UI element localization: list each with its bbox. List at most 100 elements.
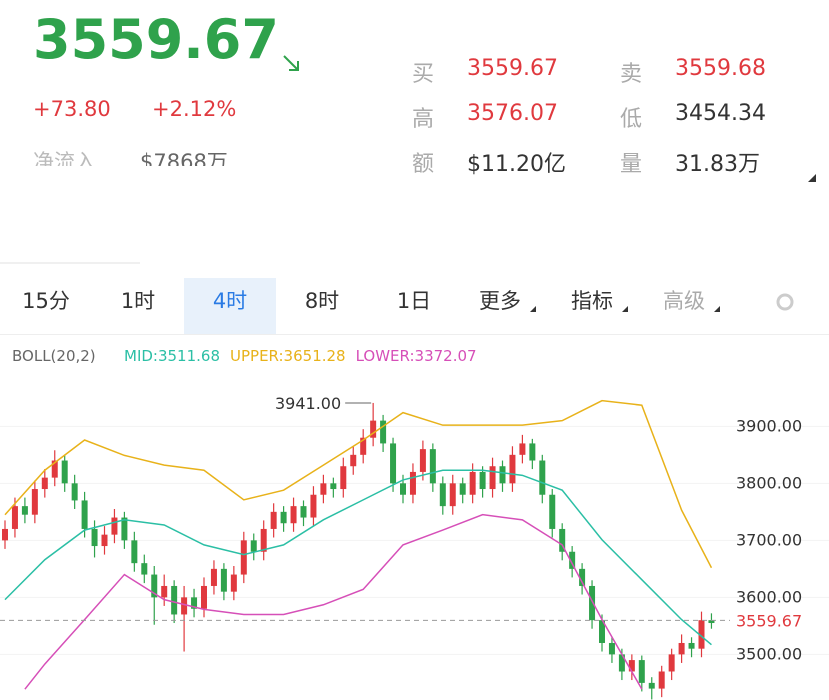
candle-body: [589, 585, 596, 621]
candle-body: [51, 460, 58, 478]
candle-body: [230, 574, 237, 592]
candle-body: [320, 483, 327, 495]
tab[interactable]: 4时: [184, 278, 276, 334]
current-price-bg: [730, 608, 829, 633]
candle-body: [2, 528, 8, 541]
candle-body: [539, 460, 546, 495]
candle-body: [81, 500, 88, 529]
tab[interactable]: 15分: [22, 289, 70, 313]
candle-body: [479, 471, 486, 490]
candle-body: [608, 642, 615, 655]
candle-body: [260, 528, 267, 552]
candle-body: [21, 506, 28, 515]
candle-body: [340, 466, 347, 490]
stat-label: 额: [412, 152, 435, 177]
candle-body: [668, 654, 675, 672]
candle-body: [240, 540, 247, 575]
y-tick-label: 3800.00: [736, 473, 802, 492]
candle-body: [499, 466, 506, 484]
candle-body: [151, 574, 158, 598]
band-line: [4, 469, 712, 646]
candle-body: [201, 585, 207, 609]
band-line: [4, 399, 713, 569]
candle-body: [111, 517, 118, 535]
current-price-label: 3559.67: [736, 611, 802, 630]
stat-value: 3559.68: [675, 56, 766, 81]
candle-body: [519, 443, 526, 455]
candle-body: [250, 540, 257, 552]
dropdown-marker: [714, 306, 720, 312]
candle-body: [509, 454, 516, 484]
candle-body: [569, 551, 576, 569]
candle-body: [678, 642, 685, 655]
price: 3559.67: [33, 8, 279, 71]
candle-body: [350, 454, 357, 467]
stat-label: 买: [412, 62, 435, 87]
candle-body: [708, 620, 715, 624]
annotation: 3941.00: [275, 394, 341, 413]
tab[interactable]: 高级: [663, 289, 705, 313]
candle-body: [618, 654, 625, 672]
candle-body: [41, 477, 48, 490]
y-tick-label: 3900.00: [736, 416, 802, 435]
change-pct: +2.12%: [152, 97, 237, 121]
y-tick-label: 3500.00: [736, 644, 802, 663]
candle-body: [489, 466, 496, 490]
settings-icon: [776, 293, 794, 311]
stat-label: 量: [620, 152, 643, 177]
candle-body: [380, 420, 387, 444]
legend-entry: UPPER:3651.28: [230, 347, 346, 365]
indicator-name: BOLL(20,2): [12, 347, 96, 365]
stat-label: 低: [620, 107, 643, 132]
candle-body: [171, 585, 178, 615]
dropdown-marker: [622, 306, 628, 312]
candle-body: [370, 420, 377, 438]
candle-body: [11, 506, 18, 529]
stat-value: 3454.34: [675, 101, 766, 126]
candle-body: [290, 506, 297, 524]
candle-body: [599, 620, 605, 643]
candle-body: [579, 568, 586, 586]
tab[interactable]: 1日: [396, 289, 432, 313]
candle-body: [688, 642, 695, 649]
candle-body: [400, 483, 406, 495]
stat-value: 3559.67: [467, 56, 558, 81]
candle-body: [191, 597, 198, 609]
candle-body: [559, 528, 566, 552]
candle-body: [449, 483, 456, 507]
candle-body: [698, 620, 705, 649]
candle-body: [390, 443, 397, 484]
tab[interactable]: 更多: [479, 289, 521, 313]
dropdown-marker: [530, 306, 536, 312]
y-tick-label: 3600.00: [736, 587, 802, 606]
candle-body: [409, 471, 416, 495]
stat-value: 31.83万: [675, 152, 760, 177]
candle-body: [459, 483, 466, 495]
candle-body: [628, 660, 635, 672]
candle-body: [529, 443, 536, 461]
stat-value: $11.20亿: [467, 152, 566, 177]
candle-body: [469, 471, 476, 495]
candle-body: [210, 568, 217, 586]
candle-body: [330, 483, 337, 490]
candle-body: [101, 534, 108, 547]
expand-icon[interactable]: [806, 172, 818, 184]
stat-label: 卖: [620, 62, 643, 87]
candle-body: [181, 597, 188, 615]
tab[interactable]: 指标: [571, 289, 613, 313]
candle-body: [360, 437, 367, 455]
candle-body: [280, 511, 287, 524]
tab[interactable]: 1时: [120, 289, 156, 313]
candle-body: [31, 489, 38, 515]
inflow-label: 净流入: [33, 150, 96, 166]
candle-body: [91, 528, 98, 547]
divider: [0, 262, 140, 264]
candle-body: [638, 660, 645, 683]
candle-body: [61, 460, 68, 484]
candle-body: [131, 540, 138, 564]
candle-body: [429, 449, 436, 484]
tab[interactable]: 8时: [304, 289, 340, 313]
candle-body: [310, 494, 317, 518]
candle-body: [141, 563, 148, 575]
